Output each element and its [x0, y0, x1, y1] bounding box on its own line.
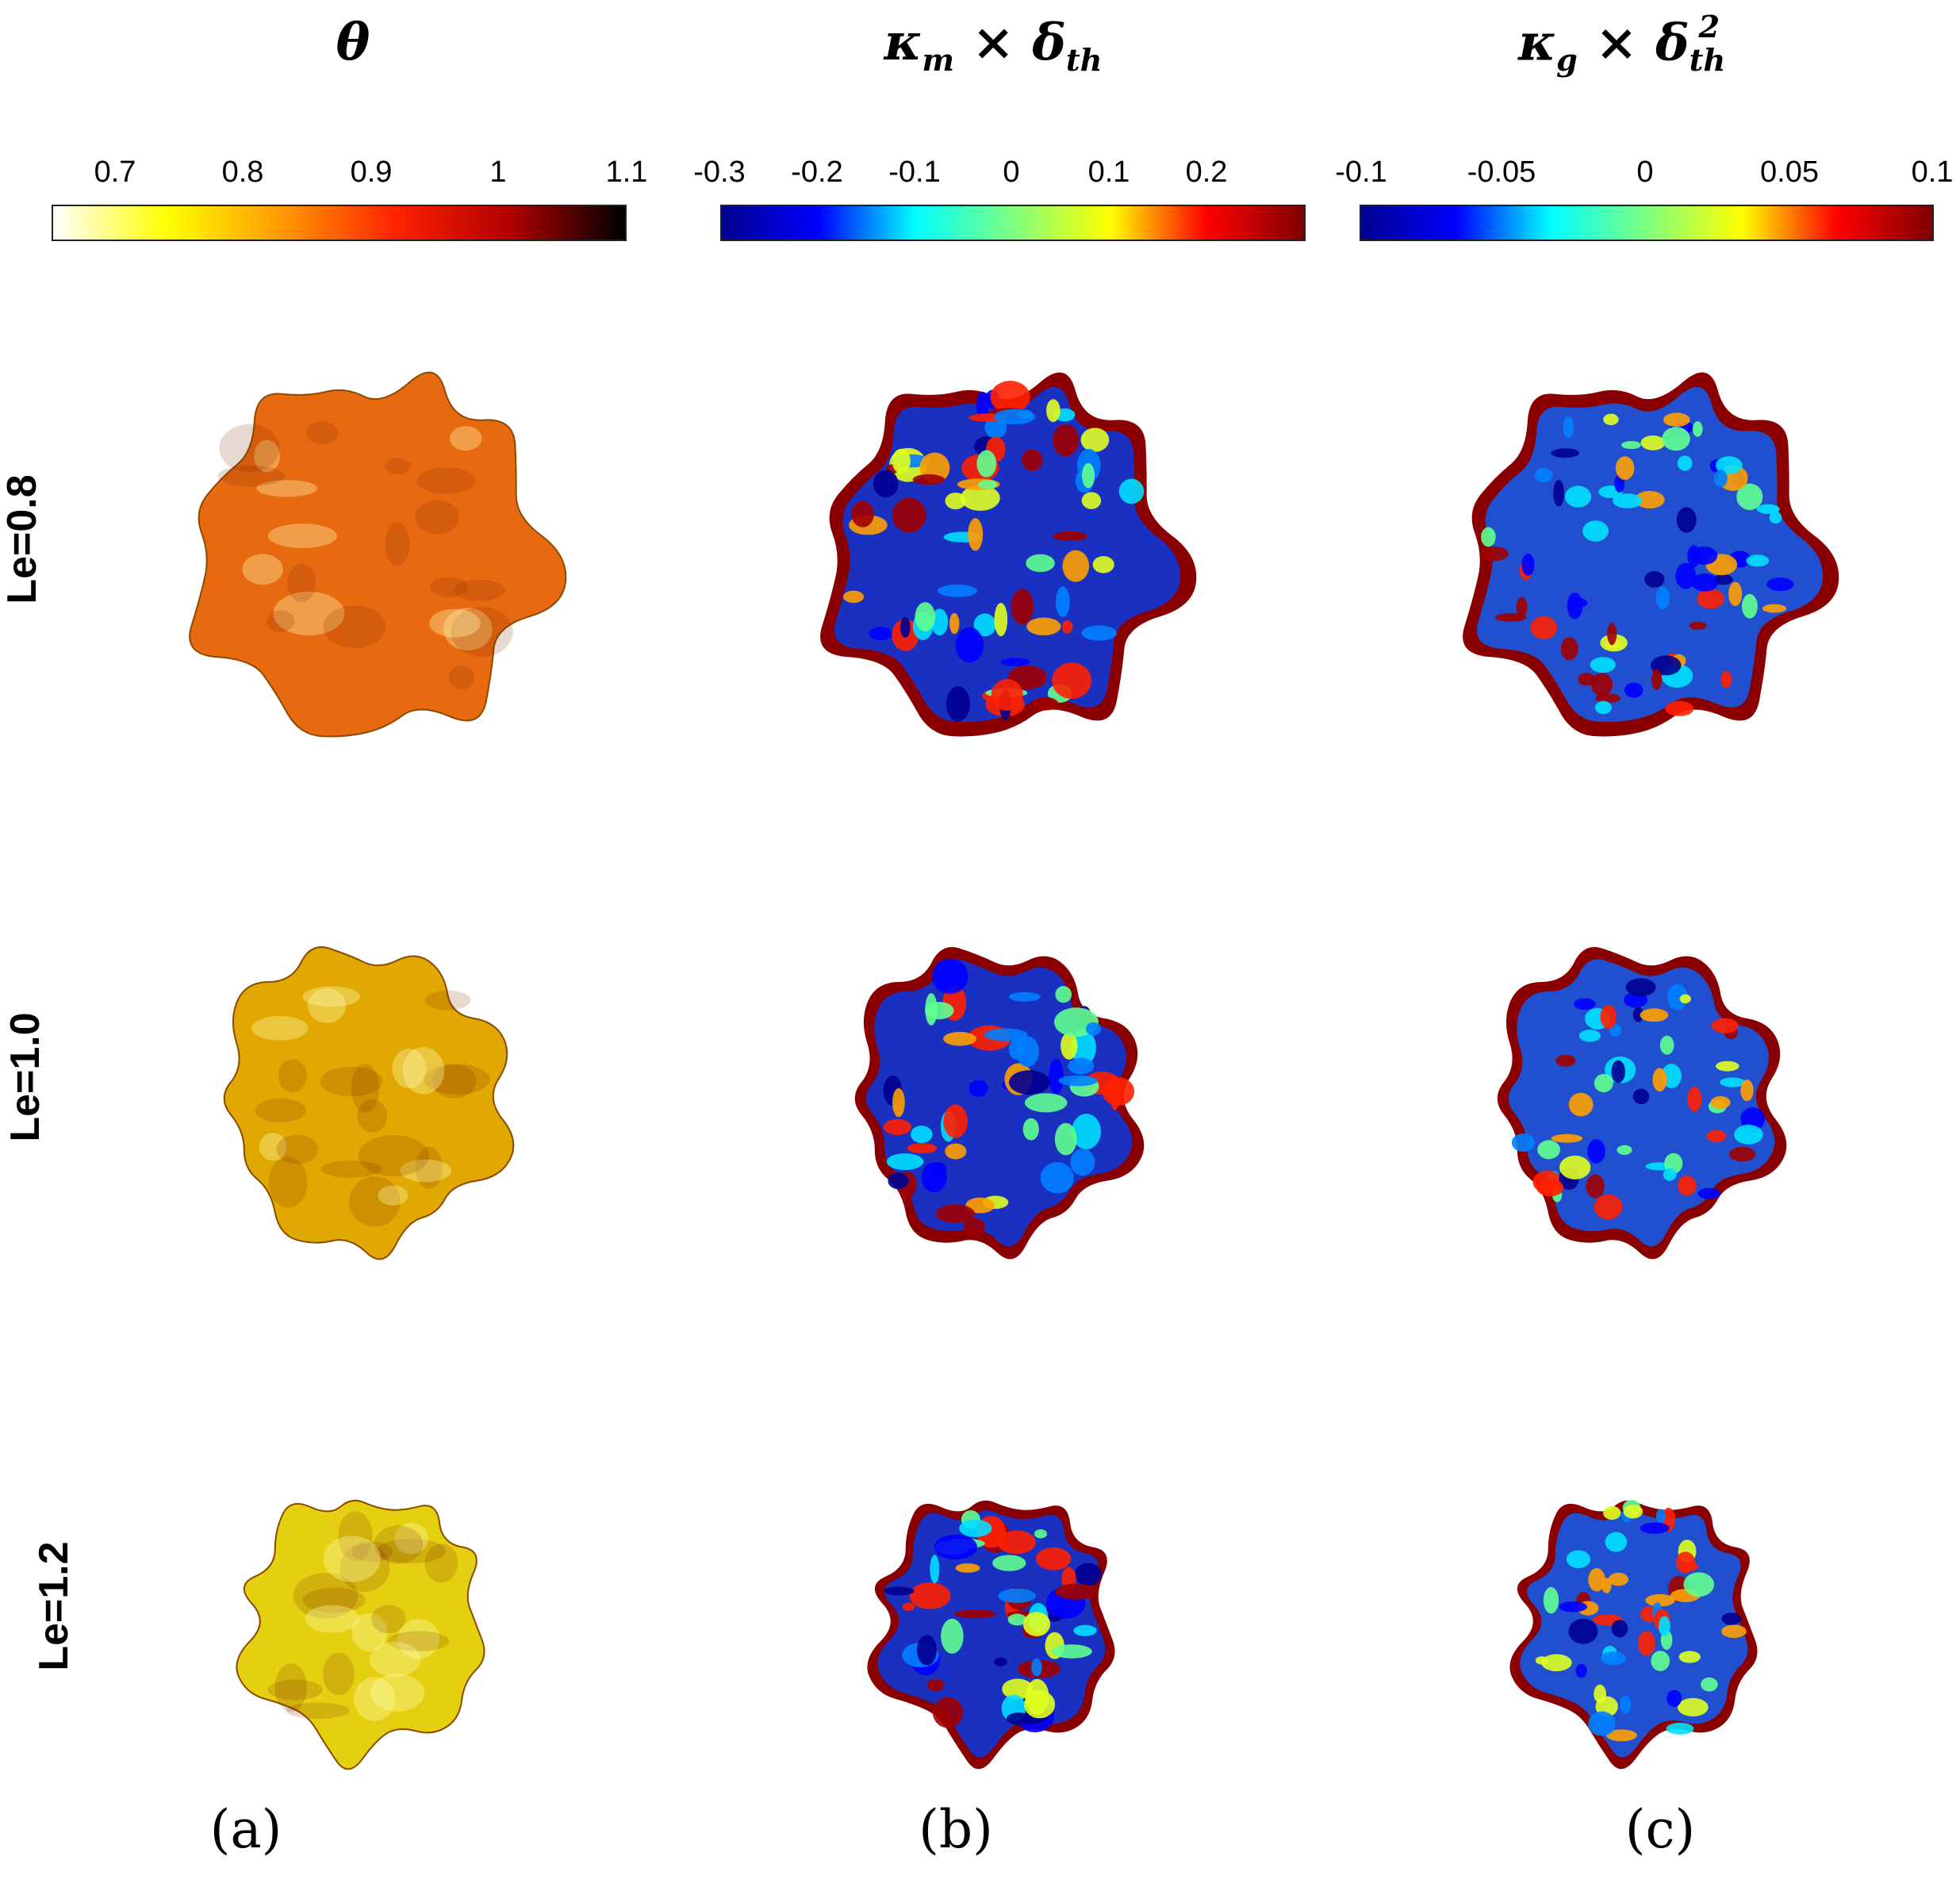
colorbar-gradient: [52, 205, 627, 241]
colorbar-tick: -0.1: [1335, 155, 1387, 189]
colorbar-tick: 1: [489, 155, 507, 189]
row-label-le-0-8: Le=0.8: [0, 474, 45, 604]
gauss-curvature-surface-le-1-0: [1497, 947, 1787, 1260]
colorbar-tick: 0: [1003, 155, 1020, 189]
row-label-le-1-0: Le=1.0: [2, 1012, 48, 1142]
colorbar-tick: 0.2: [1185, 155, 1228, 189]
mean-curvature-surface-le-1-0: [854, 947, 1145, 1260]
colorbar-tick: -0.1: [888, 155, 941, 189]
panel-label-c: (c): [1624, 1799, 1696, 1860]
colorbar-tick: 0.9: [350, 155, 393, 189]
column-title-gauss-curvature: κg × δth2: [1517, 10, 1726, 79]
colorbar-tick: -0.2: [791, 155, 843, 189]
colorbar-gradient: [720, 205, 1306, 241]
theta-surface-le-0-8: [189, 371, 567, 738]
colorbar-tick: 0.05: [1760, 155, 1819, 189]
gauss-curvature-surface-le-1-2: [1509, 1499, 1758, 1770]
colorbar-tick: -0.05: [1467, 155, 1536, 189]
colorbar-gradient: [1360, 205, 1934, 241]
column-title-theta: θ: [336, 13, 370, 72]
row-label-le-1-2: Le=1.2: [31, 1541, 77, 1671]
panel-label-b: (b): [919, 1799, 993, 1860]
colorbar-tick: 0.1: [1087, 155, 1130, 189]
mean-curvature-surface-le-0-8: [820, 372, 1197, 737]
gauss-curvature-surface-le-0-8: [1463, 372, 1839, 737]
panel-label-a: (a): [209, 1799, 282, 1860]
colorbar-tick: -0.3: [693, 155, 746, 189]
theta-surface-le-1-2: [236, 1499, 485, 1770]
colorbar-tick: 1.1: [605, 155, 648, 189]
theta-surface-le-1-0: [223, 946, 515, 1260]
colorbar-tick: 0: [1636, 155, 1654, 189]
mean-curvature-surface-le-1-2: [867, 1500, 1115, 1770]
column-title-mean-curvature: κm × δth: [884, 13, 1103, 79]
colorbar-tick: 0.1: [1911, 155, 1954, 189]
colorbar-tick: 0.7: [94, 155, 136, 189]
colorbar-tick: 0.8: [221, 155, 264, 189]
